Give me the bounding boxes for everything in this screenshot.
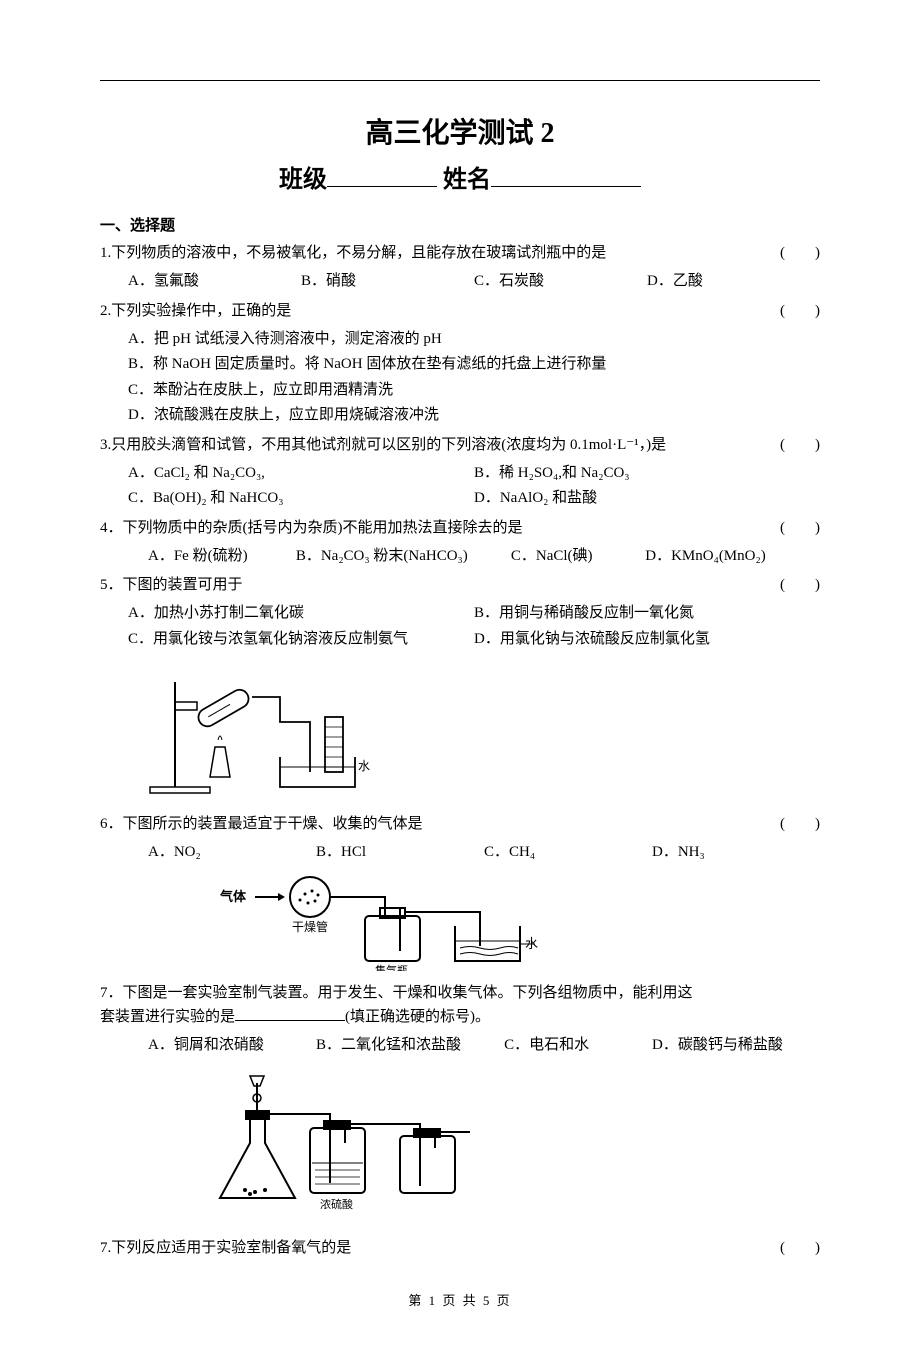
section-header: 一、选择题	[100, 214, 820, 235]
q2-b: B．称 NaOH 固定质量时。将 NaOH 固体放在垫有滤纸的托盘上进行称量	[128, 352, 820, 378]
dry-label: 干燥管	[292, 919, 328, 934]
name-label: 姓名	[443, 167, 491, 193]
question-3: 3.只用胶头滴管和试管，不用其他试剂就可以区别的下列溶液(浓度均为 0.1mol…	[100, 433, 820, 457]
q3-options: A．CaCl₂ 和 Na₂CO₃, B．稀 H₂SO₄,和 Na₂CO₃ C．B…	[100, 461, 820, 512]
q5-stem: 5．下图的装置可用于	[100, 573, 760, 597]
q6-c: C．CH₄	[484, 840, 652, 866]
q2-stem: 2.下列实验操作中，正确的是	[100, 299, 760, 323]
collect-label: 集气瓶	[375, 963, 408, 971]
q6-b: B．HCl	[316, 840, 484, 866]
q7a-a: A．铜屑和浓硝酸	[148, 1033, 316, 1059]
q7a-blank	[235, 1005, 345, 1021]
water-label: 水	[358, 759, 370, 773]
class-blank	[327, 162, 437, 187]
q6-options: A．NO₂ B．HCl C．CH₄ D．NH₃	[100, 840, 820, 866]
q1-stem: 1.下列物质的溶液中，不易被氧化，不易分解，且能存放在玻璃试剂瓶中的是	[100, 241, 760, 265]
page-title: 高三化学测试 2	[100, 111, 820, 151]
q6-figure: 气体 干燥管 集气瓶 水	[220, 876, 820, 971]
q5-bracket: ( )	[760, 573, 820, 597]
q3-bracket: ( )	[760, 433, 820, 457]
question-6: 6．下图所示的装置最适宜于干燥、收集的气体是 ( )	[100, 812, 820, 836]
q6-a: A．NO₂	[148, 840, 316, 866]
q4-b: B．Na₂CO₃ 粉末(NaHCO₃)	[296, 544, 511, 570]
q4-d: D．KMnO₄(MnO₂)	[645, 544, 820, 570]
page-subtitle: 班级 姓名	[100, 159, 820, 194]
q3-b: B．稀 H₂SO₄,和 Na₂CO₃	[474, 461, 820, 487]
q6-bracket: ( )	[760, 812, 820, 836]
q7a-c: C．电石和水	[504, 1033, 652, 1059]
q3-a: A．CaCl₂ 和 Na₂CO₃,	[128, 461, 474, 487]
q7a-options: A．铜屑和浓硝酸 B．二氧化锰和浓盐酸 C．电石和水 D．碳酸钙与稀盐酸	[100, 1033, 820, 1059]
q2-a: A．把 pH 试纸浸入待测溶液中，测定溶液的 pH	[128, 327, 820, 353]
q4-options: A．Fe 粉(硫粉) B．Na₂CO₃ 粉末(NaHCO₃) C．NaCl(碘)…	[100, 544, 820, 570]
acid-label: 浓硫酸	[320, 1197, 353, 1211]
q7b-stem: 7.下列反应适用于实验室制备氧气的是	[100, 1236, 760, 1260]
q7a-d: D．碳酸钙与稀盐酸	[652, 1033, 820, 1059]
q2-c: C．苯酚沾在皮肤上，应立即用酒精清洗	[128, 378, 820, 404]
question-2: 2.下列实验操作中，正确的是 ( )	[100, 299, 820, 323]
q4-c: C．NaCl(碘)	[511, 544, 645, 570]
q5-d: D．用氯化钠与浓硫酸反应制氯化氢	[474, 627, 820, 653]
q6-stem: 6．下图所示的装置最适宜于干燥、收集的气体是	[100, 812, 760, 836]
q4-bracket: ( )	[760, 516, 820, 540]
q1-c: C．石炭酸	[474, 269, 647, 295]
q1-a: A．氢氟酸	[128, 269, 301, 295]
q7a-figure: 浓硫酸	[200, 1068, 820, 1218]
question-1: 1.下列物质的溶液中，不易被氧化，不易分解，且能存放在玻璃试剂瓶中的是 ( )	[100, 241, 820, 265]
q3-d: D．NaAlO₂ 和盐酸	[474, 486, 820, 512]
q1-d: D．乙酸	[647, 269, 820, 295]
q1-b: B．硝酸	[301, 269, 474, 295]
q1-options: A．氢氟酸 B．硝酸 C．石炭酸 D．乙酸	[100, 269, 820, 295]
q5-b: B．用铜与稀硝酸反应制一氧化氮	[474, 601, 820, 627]
question-4: 4．下列物质中的杂质(括号内为杂质)不能用加热法直接除去的是 ( )	[100, 516, 820, 540]
q3-stem: 3.只用胶头滴管和试管，不用其他试剂就可以区别的下列溶液(浓度均为 0.1mol…	[100, 433, 760, 457]
name-blank	[491, 162, 641, 187]
question-7a: 7．下图是一套实验室制气装置。用于发生、干燥和收集气体。下列各组物质中，能利用这…	[100, 981, 820, 1029]
q2-options: A．把 pH 试纸浸入待测溶液中，测定溶液的 pH B．称 NaOH 固定质量时…	[100, 327, 820, 429]
top-horizontal-rule	[100, 80, 820, 81]
q5-options: A．加热小苏打制二氧化碳 B．用铜与稀硝酸反应制一氧化氮 C．用氯化铵与浓氢氧化…	[100, 601, 820, 652]
q5-a: A．加热小苏打制二氧化碳	[128, 601, 474, 627]
q6-d: D．NH₃	[652, 840, 820, 866]
q4-stem: 4．下列物质中的杂质(括号内为杂质)不能用加热法直接除去的是	[100, 516, 760, 540]
q7b-bracket: ( )	[760, 1236, 820, 1260]
q5-figure: 水	[140, 662, 820, 802]
q7a-b: B．二氧化锰和浓盐酸	[316, 1033, 504, 1059]
q5-c: C．用氯化铵与浓氢氧化钠溶液反应制氨气	[128, 627, 474, 653]
q4-a: A．Fe 粉(硫粉)	[148, 544, 296, 570]
page-footer: 第 1 页 共 5 页	[100, 1290, 820, 1309]
q2-d: D．浓硫酸溅在皮肤上，应立即用烧碱溶液冲洗	[128, 403, 820, 429]
question-5: 5．下图的装置可用于 ( )	[100, 573, 820, 597]
class-label: 班级	[279, 167, 327, 193]
q7a-stem3: (填正确选硬的标号)。	[345, 1009, 490, 1025]
q7a-stem1: 7．下图是一套实验室制气装置。用于发生、干燥和收集气体。下列各组物质中，能利用这	[100, 981, 820, 1005]
q2-bracket: ( )	[760, 299, 820, 323]
question-7b: 7.下列反应适用于实验室制备氧气的是 ( )	[100, 1236, 820, 1260]
q1-bracket: ( )	[760, 241, 820, 265]
q7a-stem2: 套装置进行实验的是	[100, 1009, 235, 1025]
q3-c: C．Ba(OH)₂ 和 NaHCO₃	[128, 486, 474, 512]
gas-label: 气体	[220, 889, 247, 904]
